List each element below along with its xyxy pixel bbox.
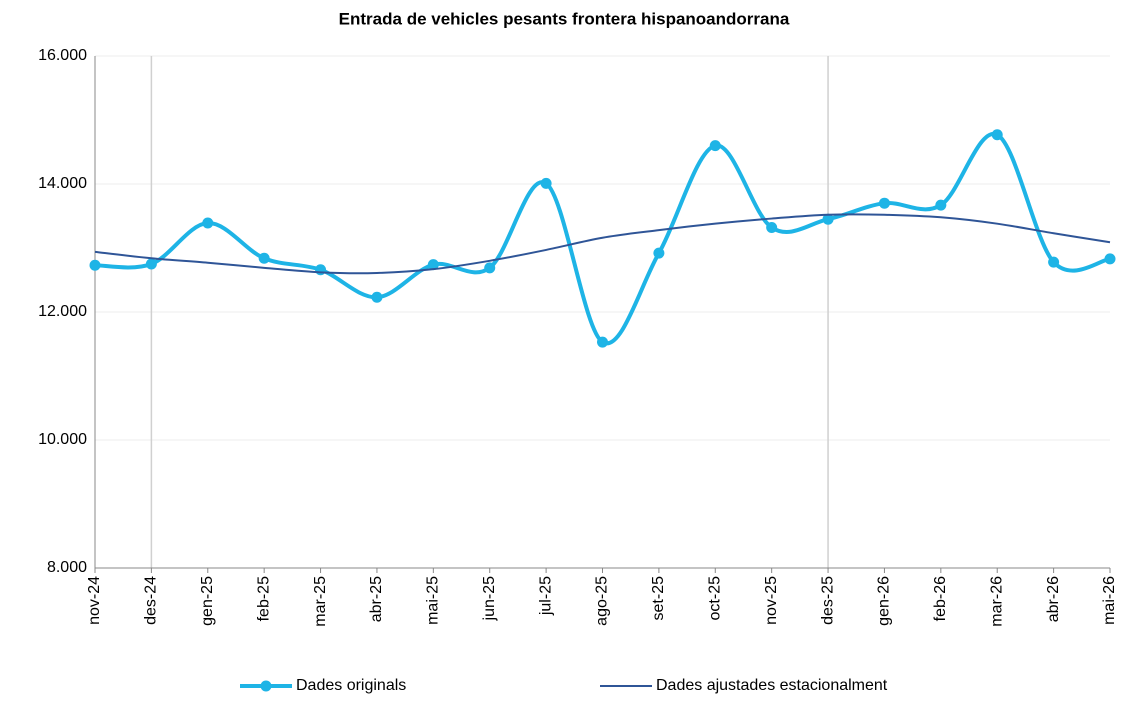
point xyxy=(145,258,157,270)
series-line xyxy=(94,213,1111,275)
x-tick-label: feb-25 xyxy=(255,576,272,621)
x-tick-label: mar-25 xyxy=(312,576,329,627)
y-tick-label: 12.000 xyxy=(38,303,87,320)
point xyxy=(540,177,552,189)
point xyxy=(371,291,383,303)
point xyxy=(1048,256,1060,268)
x-tick-label: ago-25 xyxy=(594,576,611,626)
point xyxy=(935,199,947,211)
point xyxy=(258,252,270,264)
y-tick-label: 8.000 xyxy=(47,559,87,576)
y-tick-label: 10.000 xyxy=(38,431,87,448)
point xyxy=(709,140,721,152)
x-tick-label: oct-25 xyxy=(706,576,723,621)
point xyxy=(597,336,608,348)
x-tick-label: jun-25 xyxy=(481,576,498,622)
x-tick-label: abr-25 xyxy=(368,576,385,622)
point xyxy=(766,222,778,234)
point xyxy=(822,213,834,225)
x-tick-label: mai-26 xyxy=(1101,576,1118,625)
point xyxy=(89,259,101,271)
x-tick-label: nov-24 xyxy=(86,576,103,625)
point xyxy=(878,197,890,209)
x-tick-label: des-25 xyxy=(819,576,836,625)
x-tick-label: gen-26 xyxy=(876,576,893,626)
x-tick-label: gen-25 xyxy=(199,576,216,626)
legend-label: Dades ajustades estacionalment xyxy=(656,677,888,694)
x-tick-label: mar-26 xyxy=(988,576,1005,627)
legend-marker xyxy=(260,680,272,692)
legend-label: Dades originals xyxy=(296,677,406,694)
point xyxy=(991,129,1003,141)
point xyxy=(315,264,327,276)
x-tick-label: jul-25 xyxy=(537,576,554,616)
point xyxy=(1104,253,1116,265)
point xyxy=(427,259,439,271)
chart-title: Entrada de vehicles pesants frontera his… xyxy=(339,9,790,28)
x-tick-label: des-24 xyxy=(143,576,160,625)
x-tick-label: set-25 xyxy=(650,576,667,621)
point xyxy=(202,217,214,229)
y-tick-label: 14.000 xyxy=(38,175,87,192)
x-tick-label: nov-25 xyxy=(763,576,780,625)
x-tick-label: mai-25 xyxy=(425,576,442,625)
point xyxy=(484,262,496,274)
series-line xyxy=(94,131,1111,346)
point xyxy=(653,247,665,259)
y-tick-label: 16.000 xyxy=(38,47,87,64)
x-tick-label: feb-26 xyxy=(932,576,949,621)
x-tick-label: abr-26 xyxy=(1045,576,1062,622)
